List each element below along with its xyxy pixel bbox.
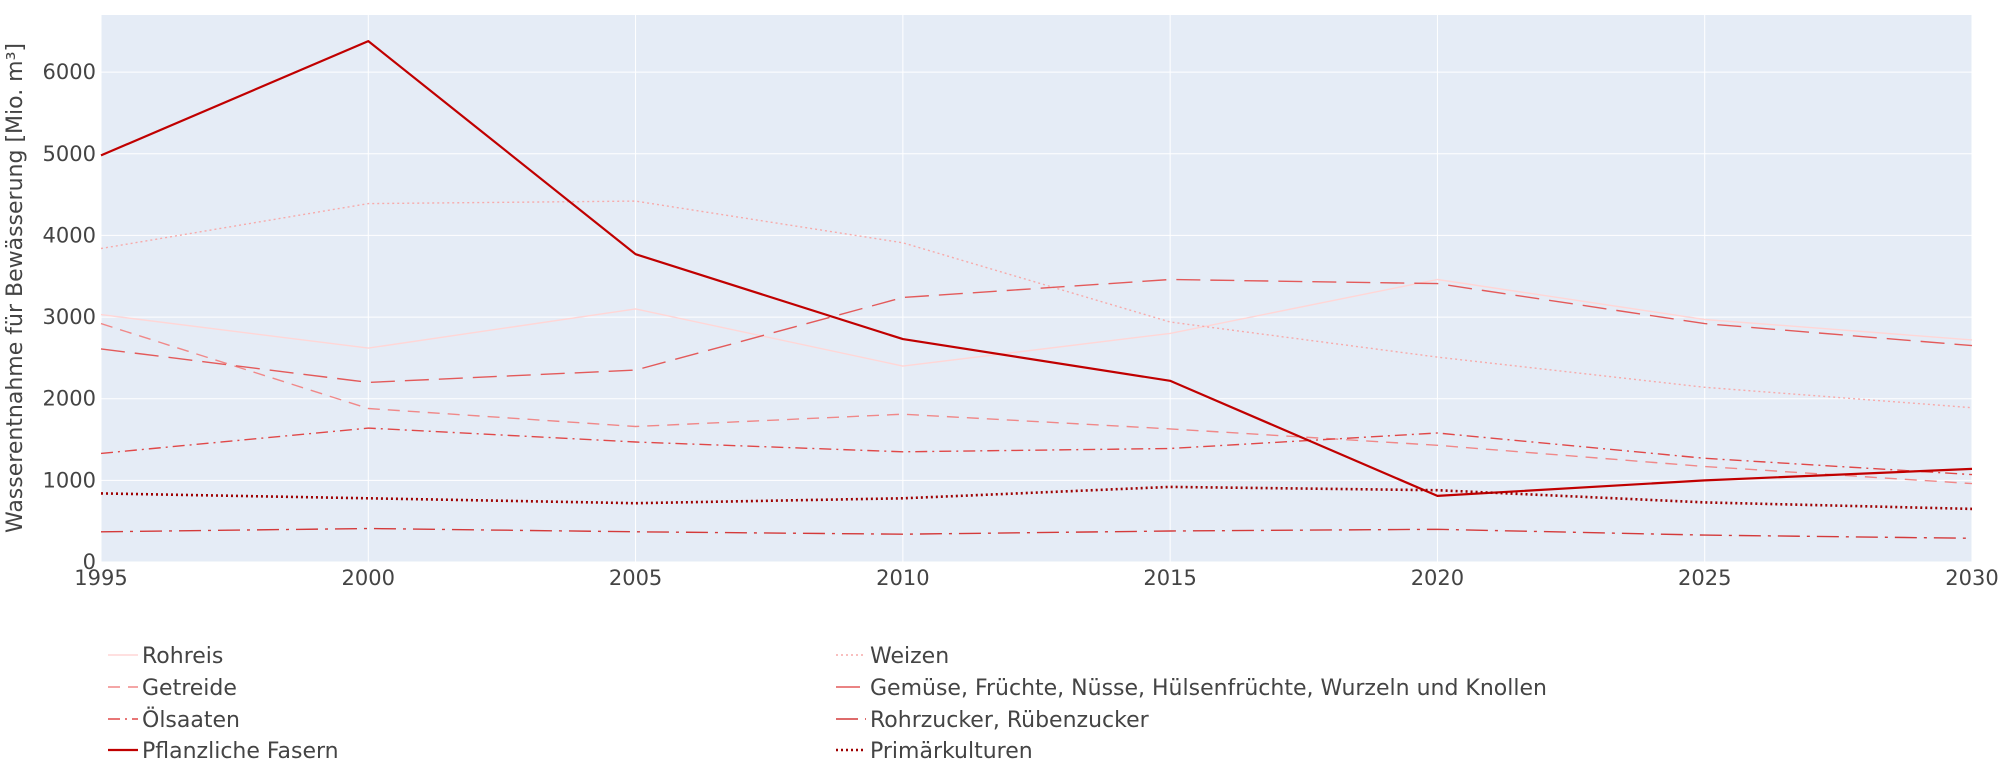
y-tick-label: 4000 xyxy=(43,223,96,247)
series-line xyxy=(100,200,1973,409)
series-line xyxy=(100,39,1973,497)
x-tick-label: 2000 xyxy=(342,566,395,590)
legend-label: Weizen xyxy=(870,644,949,669)
series-line xyxy=(100,485,1973,511)
series-lines xyxy=(100,39,1973,539)
y-tick-label: 5000 xyxy=(43,142,96,166)
x-tick-label: 2030 xyxy=(1945,566,1998,590)
series-line xyxy=(100,322,1973,485)
y-tick-label: 3000 xyxy=(43,305,96,329)
series-line xyxy=(100,278,1973,384)
y-tick-label: 6000 xyxy=(43,60,96,84)
plot-area xyxy=(101,15,1972,562)
legend-label: Primärkulturen xyxy=(870,739,1033,764)
legend-label: Pflanzliche Fasern xyxy=(142,739,339,764)
x-tick-label: 1995 xyxy=(74,566,127,590)
series-line xyxy=(100,278,1973,367)
x-tick-label: 2005 xyxy=(609,566,662,590)
legend-label: Getreide xyxy=(142,676,237,701)
legend: Rohreis Weizen Getreide Gemüse, Früchte, Nü… xyxy=(108,644,1547,764)
grid-lines xyxy=(100,15,1973,563)
axis-tick-labels: 0 1000 2000 3000 4000 5000 6000 1995 2000 2005 201… xyxy=(43,60,1999,590)
x-tick-label: 2025 xyxy=(1678,566,1731,590)
legend-label: Gemüse, Früchte, Nüsse, Hülsenfrüchte, W… xyxy=(870,676,1547,701)
x-tick-label: 2010 xyxy=(876,566,929,590)
legend-label: Ölsaaten xyxy=(142,707,240,733)
y-tick-label: 1000 xyxy=(43,468,96,492)
series-line xyxy=(100,427,1973,476)
legend-label: Rohrzucker, Rübenzucker xyxy=(870,708,1150,733)
x-tick-label: 2015 xyxy=(1143,566,1196,590)
y-tick-label: 0 xyxy=(83,550,96,574)
y-axis-title: Wasserentnahme für Bewässerung [Mio. m³] xyxy=(3,43,28,533)
x-tick-label: 2020 xyxy=(1411,566,1464,590)
y-tick-label: 2000 xyxy=(43,387,96,411)
legend-label: Rohreis xyxy=(142,644,223,669)
